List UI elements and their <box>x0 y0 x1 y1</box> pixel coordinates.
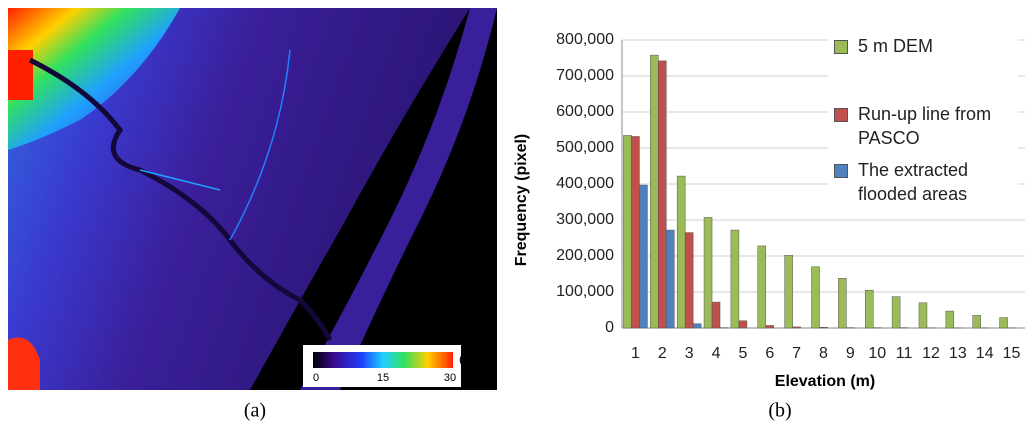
bar <box>820 327 828 328</box>
bar <box>739 321 747 328</box>
colorbar-label: 15 <box>377 372 389 384</box>
bar <box>919 303 927 328</box>
legend-item: The extracted flooded areas <box>828 158 1018 206</box>
x-tick-label: 12 <box>922 345 940 362</box>
x-tick-label: 8 <box>819 345 828 362</box>
x-tick-label: 11 <box>896 345 913 362</box>
colorbar-label: 0 <box>313 372 319 384</box>
x-tick-label: 10 <box>868 345 886 362</box>
legend-swatch <box>834 40 848 54</box>
x-tick-label: 9 <box>846 345 855 362</box>
y-axis-label: Frequency (pixel) <box>513 134 530 266</box>
bar <box>865 290 873 328</box>
legend-swatch <box>834 108 848 122</box>
bar <box>812 267 820 328</box>
bar <box>685 233 693 328</box>
bar <box>1000 318 1008 328</box>
bar <box>946 311 954 328</box>
y-tick-label: 600,000 <box>556 103 614 120</box>
bar <box>693 324 701 328</box>
y-tick-label: 700,000 <box>556 67 614 84</box>
x-tick-label: 1 <box>631 345 640 362</box>
x-tick-label: 14 <box>976 345 994 362</box>
colorbar-unit: (m) <box>459 352 477 366</box>
x-axis-label: Elevation (m) <box>775 373 875 390</box>
bar <box>892 297 900 328</box>
legend-label: The extracted flooded areas <box>858 158 1018 206</box>
colorbar-label: 30 <box>444 372 456 384</box>
x-tick-label: 2 <box>658 345 667 362</box>
bar <box>639 185 647 328</box>
x-tick-label: 13 <box>949 345 967 362</box>
legend-label: Run-up line from PASCO <box>858 102 1018 150</box>
y-tick-label: 400,000 <box>556 175 614 192</box>
caption: (b) <box>768 400 791 422</box>
bar <box>766 325 774 328</box>
x-tick-label: 7 <box>792 345 801 362</box>
bar <box>758 246 766 328</box>
figure: 0 15 30 (m) (a) (b) Frequency (pixel) El… <box>0 0 1035 428</box>
y-tick-label: 500,000 <box>556 139 614 156</box>
y-tick-label: 100,000 <box>556 283 614 300</box>
bar <box>631 136 639 328</box>
elevation-map: 0 15 30 (m) <box>8 8 497 390</box>
x-tick-label: 4 <box>712 345 721 362</box>
bar <box>712 302 720 328</box>
x-tick-label: 6 <box>765 345 774 362</box>
bar <box>785 255 793 328</box>
y-tick-label: 0 <box>605 319 614 336</box>
bar <box>731 230 739 328</box>
bar <box>666 230 674 328</box>
legend-swatch <box>834 164 848 178</box>
bar <box>973 315 981 328</box>
x-tick-label: 3 <box>685 345 694 362</box>
bar <box>793 327 801 328</box>
x-tick-label: 15 <box>1003 345 1021 362</box>
y-tick-label: 200,000 <box>556 247 614 264</box>
bar <box>623 135 631 328</box>
x-tick-label: 5 <box>738 345 747 362</box>
legend-item: 5 m DEM <box>828 34 1018 58</box>
legend-label: 5 m DEM <box>858 34 1018 58</box>
bar <box>650 55 658 328</box>
bar <box>658 61 666 328</box>
bar <box>677 176 685 328</box>
legend-item: Run-up line from PASCO <box>828 102 1018 150</box>
caption: (a) <box>244 400 266 422</box>
bar <box>838 278 846 328</box>
bar <box>704 217 712 328</box>
y-tick-label: 800,000 <box>556 31 614 48</box>
y-tick-label: 300,000 <box>556 211 614 228</box>
